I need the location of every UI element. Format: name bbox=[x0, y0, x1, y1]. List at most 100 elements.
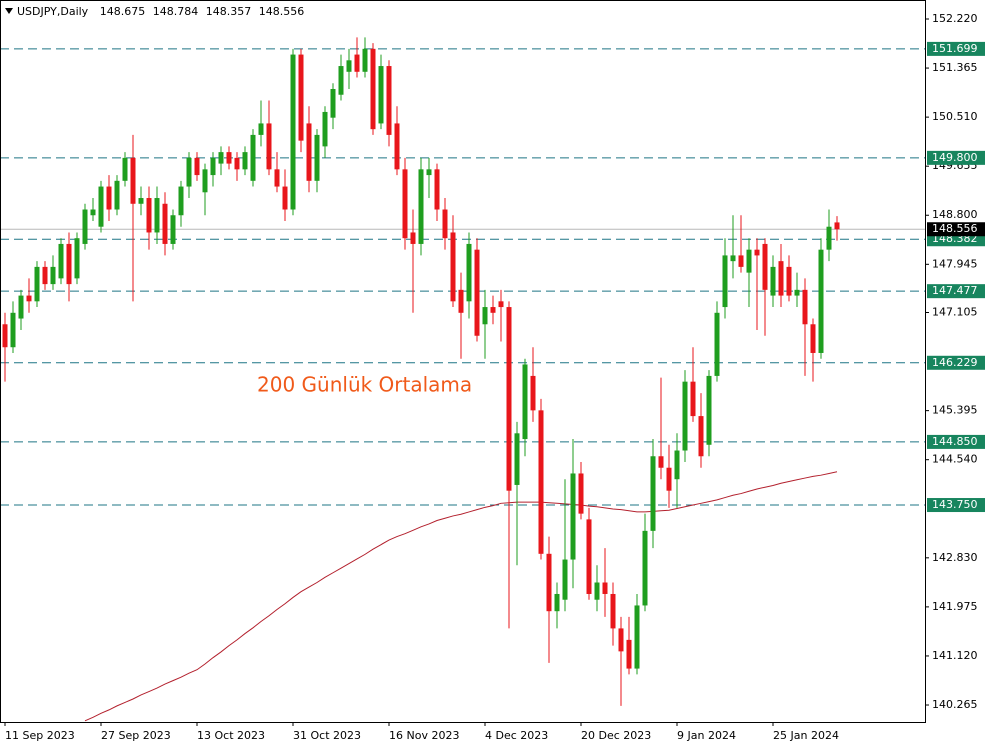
candle-body bbox=[674, 450, 680, 480]
candle-body bbox=[354, 54, 360, 72]
candle-body bbox=[562, 559, 568, 600]
candle-body bbox=[754, 249, 760, 256]
candle-body bbox=[794, 289, 800, 296]
level-label-box bbox=[927, 41, 985, 56]
candle-body bbox=[154, 198, 160, 233]
candle-body bbox=[66, 243, 72, 285]
y-tick-label: 147.945 bbox=[932, 257, 978, 270]
candle-body bbox=[370, 48, 376, 130]
level-label-box bbox=[927, 434, 985, 449]
candle-body bbox=[42, 266, 48, 285]
y-tick-label: 147.105 bbox=[932, 306, 978, 319]
candle-body bbox=[146, 198, 152, 233]
x-tick-label: 13 Oct 2023 bbox=[197, 729, 265, 742]
candle-body bbox=[338, 66, 344, 95]
candle-body bbox=[242, 152, 248, 170]
symbol-menu-arrow[interactable] bbox=[5, 8, 13, 14]
x-tick-label: 31 Oct 2023 bbox=[293, 729, 361, 742]
candle-body bbox=[114, 180, 120, 210]
candle-body bbox=[466, 243, 472, 302]
candle-body bbox=[410, 232, 416, 244]
candle-body bbox=[218, 152, 224, 164]
candle-body bbox=[90, 209, 96, 216]
candle-body bbox=[458, 289, 464, 313]
current-price-box bbox=[927, 222, 985, 237]
candle-body bbox=[50, 266, 56, 285]
candle-body bbox=[274, 169, 280, 187]
header-low: 148.357 bbox=[206, 5, 252, 18]
y-tick-label: 141.975 bbox=[932, 600, 978, 613]
candle-body bbox=[10, 312, 16, 348]
x-tick-label: 25 Jan 2024 bbox=[773, 729, 839, 742]
candle-body bbox=[194, 157, 200, 176]
candle-body bbox=[290, 54, 296, 210]
moving-average-label: 200 Günlük Ortalama bbox=[257, 373, 472, 397]
candle-body bbox=[122, 157, 128, 181]
candle-body bbox=[618, 628, 624, 652]
candle-body bbox=[778, 261, 784, 296]
candle-body bbox=[210, 157, 216, 176]
candle-body bbox=[706, 375, 712, 445]
candle-body bbox=[834, 222, 840, 230]
candle-body bbox=[58, 243, 64, 279]
plot-area bbox=[0, 37, 925, 722]
candle-body bbox=[658, 456, 664, 468]
candle-body bbox=[602, 582, 608, 594]
y-tick-label: 148.800 bbox=[932, 208, 978, 221]
level-label: 144.850 bbox=[932, 435, 978, 448]
candle-body bbox=[162, 203, 168, 244]
candle-body bbox=[698, 416, 704, 457]
candle-body bbox=[266, 123, 272, 170]
y-tick-label: 140.265 bbox=[932, 698, 978, 711]
candle-body bbox=[178, 186, 184, 216]
candle-body bbox=[530, 375, 536, 411]
candle-body bbox=[746, 249, 752, 273]
candle-body bbox=[34, 266, 40, 302]
candle-body bbox=[538, 410, 544, 554]
candle-body bbox=[330, 89, 336, 118]
x-tick-label: 20 Dec 2023 bbox=[581, 729, 651, 742]
candle-body bbox=[730, 255, 736, 262]
candle-body bbox=[394, 123, 400, 170]
candle-body bbox=[738, 255, 744, 267]
level-label-box bbox=[927, 355, 985, 370]
candle-body bbox=[474, 249, 480, 336]
candle-body bbox=[690, 381, 696, 417]
x-tick-label: 16 Nov 2023 bbox=[389, 729, 459, 742]
x-tick-label: 11 Sep 2023 bbox=[5, 729, 75, 742]
candle-body bbox=[298, 54, 304, 141]
candle-body bbox=[722, 255, 728, 308]
candle-body bbox=[386, 66, 392, 135]
candle-body bbox=[250, 134, 256, 181]
candle-body bbox=[426, 169, 432, 176]
candle-body bbox=[258, 123, 264, 135]
candle-body bbox=[714, 312, 720, 376]
candle-body bbox=[306, 123, 312, 181]
candle-body bbox=[610, 593, 616, 629]
candle-body bbox=[762, 243, 768, 290]
header-close: 148.556 bbox=[259, 5, 305, 18]
candle-body bbox=[82, 209, 88, 244]
candle-body bbox=[202, 169, 208, 193]
x-tick-label: 4 Dec 2023 bbox=[485, 729, 548, 742]
candle-body bbox=[626, 639, 632, 669]
x-tick-label: 27 Sep 2023 bbox=[101, 729, 171, 742]
candle-body bbox=[98, 186, 104, 227]
candle-body bbox=[586, 519, 592, 594]
candle-body bbox=[498, 301, 504, 308]
candle-body bbox=[514, 433, 520, 485]
candle-body bbox=[2, 324, 8, 348]
candle-body bbox=[450, 232, 456, 302]
candle-body bbox=[786, 266, 792, 296]
candle-body bbox=[666, 467, 672, 491]
candle-body bbox=[546, 553, 552, 612]
level-label-box bbox=[927, 284, 985, 299]
candle-body bbox=[314, 134, 320, 181]
candle-body bbox=[570, 473, 576, 560]
candle-body bbox=[234, 157, 240, 170]
level-label-box bbox=[927, 498, 985, 513]
candle-body bbox=[506, 307, 512, 491]
y-tick-label: 141.120 bbox=[932, 649, 978, 662]
candle-body bbox=[826, 226, 832, 250]
candle-body bbox=[442, 209, 448, 239]
